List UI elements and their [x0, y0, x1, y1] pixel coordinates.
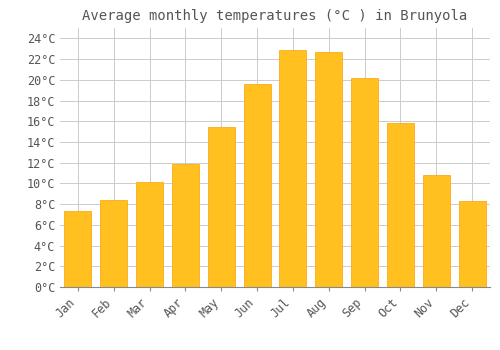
Bar [244, 84, 270, 287]
Bar [172, 164, 199, 287]
Title: Average monthly temperatures (°C ) in Brunyola: Average monthly temperatures (°C ) in Br… [82, 9, 468, 23]
Bar [458, 201, 485, 287]
Bar [136, 182, 163, 287]
Bar [423, 175, 450, 287]
Bar [387, 123, 414, 287]
Bar [280, 50, 306, 287]
Bar [64, 211, 92, 287]
Bar [208, 127, 234, 287]
Bar [100, 200, 127, 287]
Bar [316, 52, 342, 287]
Bar [351, 78, 378, 287]
